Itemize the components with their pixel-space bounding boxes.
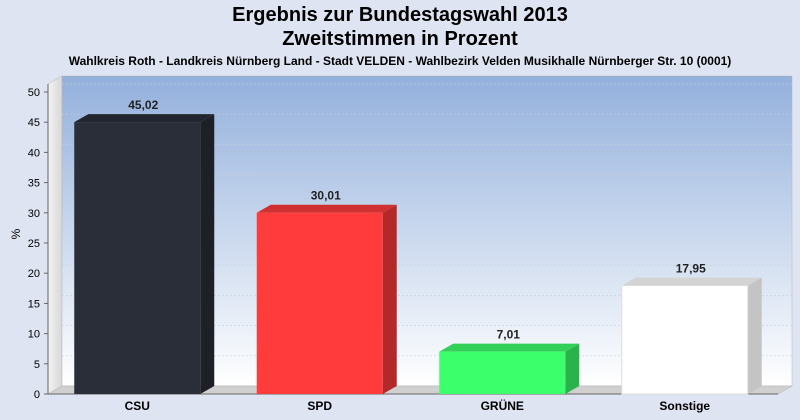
y-tick-label: 20: [28, 268, 40, 280]
y-axis-label: %: [9, 228, 23, 239]
bar-spd: [256, 204, 397, 394]
y-tick-label: 50: [28, 87, 40, 99]
chart-title-line2: Zweitstimmen in Prozent: [282, 28, 518, 50]
bar-front: [256, 212, 383, 394]
bar-front: [74, 122, 201, 395]
y-tick-label: 15: [28, 298, 40, 310]
y-tick-label: 25: [28, 238, 40, 250]
bar-top: [74, 114, 215, 123]
value-label: 45,02: [128, 98, 158, 112]
plot-left-wall: [47, 75, 63, 395]
x-tick-label: SPD: [307, 399, 332, 413]
y-tick-label: 45: [28, 117, 40, 129]
y-tick-label: 5: [34, 359, 40, 371]
bar-grüne: [439, 343, 580, 394]
bar-front: [439, 351, 566, 394]
x-tick-label: GRÜNE: [481, 398, 524, 413]
bar-top: [439, 343, 580, 352]
y-tick-label: 30: [28, 208, 40, 220]
bar-top: [256, 204, 397, 213]
chart-subtitle: Wahlkreis Roth - Landkreis Nürnberg Land…: [68, 54, 732, 68]
bar-side: [200, 114, 215, 395]
x-tick-label: CSU: [125, 399, 150, 413]
y-tick-label: 10: [28, 329, 40, 341]
bar-side: [382, 204, 397, 394]
y-tick-label: 40: [28, 147, 40, 159]
y-tick-label: 0: [34, 389, 40, 401]
bar-side: [565, 343, 580, 394]
value-label: 30,01: [311, 189, 341, 203]
bar-sonstige: [621, 277, 762, 395]
bar-side: [747, 277, 762, 394]
value-label: 7,01: [497, 328, 521, 342]
y-tick-label: 35: [28, 178, 40, 190]
bar-csu: [74, 114, 215, 395]
bar-front: [621, 285, 749, 395]
chart-title: Ergebnis zur Bundestagswahl 2013: [232, 4, 568, 26]
x-tick-label: Sonstige: [659, 399, 710, 413]
bar-top: [621, 277, 762, 286]
value-label: 17,95: [676, 262, 706, 276]
